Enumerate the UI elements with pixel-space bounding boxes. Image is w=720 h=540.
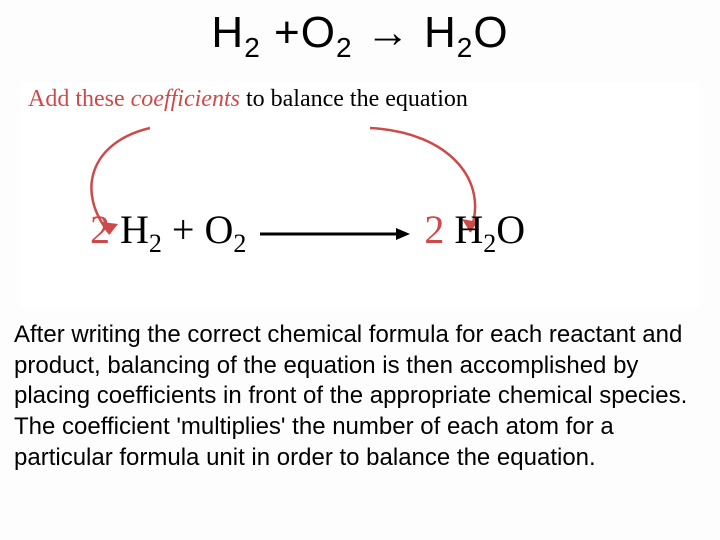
o2-subscript: 2 xyxy=(336,32,353,63)
bal-h2o-h: H xyxy=(454,207,483,252)
h2-subscript: 2 xyxy=(244,32,261,63)
balanced-equation: 2 H2 + O22 H2O xyxy=(90,206,525,260)
bal-h2o-o: O xyxy=(496,207,525,252)
bal-o2-sub: 2 xyxy=(233,229,246,258)
explanation-text: After writing the correct chemical formu… xyxy=(14,320,706,474)
coef-right: 2 xyxy=(424,207,444,252)
reaction-arrow: → xyxy=(353,8,424,57)
caption-lead: Add these xyxy=(28,86,131,112)
h2o-o: O xyxy=(473,8,508,57)
long-arrow-icon xyxy=(260,207,410,254)
bal-plus: + xyxy=(162,207,205,252)
unbalanced-equation: H2 +O2 → H2O xyxy=(0,0,720,64)
bal-h2-h: H xyxy=(120,207,149,252)
bal-o2-o: O xyxy=(204,207,233,252)
bal-h2-sub: 2 xyxy=(149,229,162,258)
h2o-subscript: 2 xyxy=(457,32,474,63)
caption-tail: to balance the equation xyxy=(240,86,468,112)
figure-area: Add these coefficients to balance the eq… xyxy=(20,82,700,308)
h2-symbol: H xyxy=(211,8,244,57)
o2-symbol: O xyxy=(301,8,336,57)
h2o-h: H xyxy=(424,8,457,57)
bal-h2o-sub: 2 xyxy=(483,229,496,258)
plus-sign: + xyxy=(261,8,301,57)
slide: H2 +O2 → H2O Add these coefficients to b… xyxy=(0,0,720,540)
caption: Add these coefficients to balance the eq… xyxy=(28,86,692,113)
caption-emphasis: coefficients xyxy=(131,86,240,112)
curved-arrow-left xyxy=(20,82,700,292)
coef-left: 2 xyxy=(90,207,110,252)
